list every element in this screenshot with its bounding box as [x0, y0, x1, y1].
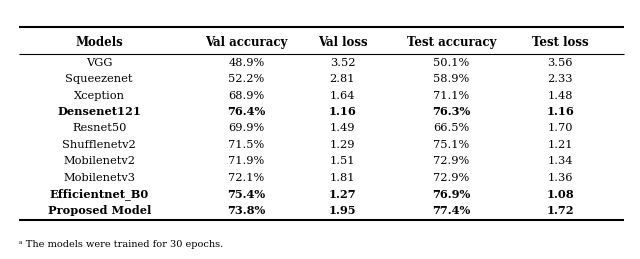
Text: 1.64: 1.64	[330, 90, 355, 100]
Text: 3.52: 3.52	[330, 57, 355, 68]
Text: 1.70: 1.70	[547, 123, 573, 133]
Text: 1.21: 1.21	[547, 140, 573, 150]
Text: Squeezenet: Squeezenet	[65, 74, 133, 84]
Text: 58.9%: 58.9%	[433, 74, 469, 84]
Text: 76.9%: 76.9%	[432, 189, 470, 200]
Text: Test accuracy: Test accuracy	[406, 36, 496, 49]
Text: Resnet50: Resnet50	[72, 123, 126, 133]
Text: 68.9%: 68.9%	[228, 90, 264, 100]
Text: 1.16: 1.16	[328, 106, 356, 117]
Text: 50.1%: 50.1%	[433, 57, 469, 68]
Text: Shufflenetv2: Shufflenetv2	[62, 140, 136, 150]
Text: Xception: Xception	[74, 90, 125, 100]
Text: Proposed Model: Proposed Model	[47, 205, 151, 216]
Text: 1.95: 1.95	[329, 205, 356, 216]
Text: Models: Models	[76, 36, 123, 49]
Text: VGG: VGG	[86, 57, 113, 68]
Text: Densenet121: Densenet121	[57, 106, 141, 117]
Text: 76.3%: 76.3%	[432, 106, 470, 117]
Text: 75.4%: 75.4%	[227, 189, 266, 200]
Text: 1.81: 1.81	[330, 173, 355, 183]
Text: 48.9%: 48.9%	[228, 57, 264, 68]
Text: 71.9%: 71.9%	[228, 156, 264, 166]
Text: 1.49: 1.49	[330, 123, 355, 133]
Text: 1.29: 1.29	[330, 140, 355, 150]
Text: 76.4%: 76.4%	[227, 106, 266, 117]
Text: Mobilenetv3: Mobilenetv3	[63, 173, 135, 183]
Text: 1.48: 1.48	[547, 90, 573, 100]
Text: 72.9%: 72.9%	[433, 173, 469, 183]
Text: 75.1%: 75.1%	[433, 140, 469, 150]
Text: 2.33: 2.33	[547, 74, 573, 84]
Text: 1.72: 1.72	[546, 205, 574, 216]
Text: ᵃ The models were trained for 30 epochs.: ᵃ The models were trained for 30 epochs.	[19, 240, 223, 249]
Text: 2.81: 2.81	[330, 74, 355, 84]
Text: 72.9%: 72.9%	[433, 156, 469, 166]
Text: 71.1%: 71.1%	[433, 90, 469, 100]
Text: Val loss: Val loss	[317, 36, 367, 49]
Text: 1.27: 1.27	[328, 189, 356, 200]
Text: 77.4%: 77.4%	[432, 205, 470, 216]
Text: 66.5%: 66.5%	[433, 123, 469, 133]
Text: Val accuracy: Val accuracy	[205, 36, 287, 49]
Text: 72.1%: 72.1%	[228, 173, 264, 183]
Text: 1.36: 1.36	[547, 173, 573, 183]
Text: 1.08: 1.08	[546, 189, 574, 200]
Text: 1.51: 1.51	[330, 156, 355, 166]
Text: Mobilenetv2: Mobilenetv2	[63, 156, 135, 166]
Text: 69.9%: 69.9%	[228, 123, 264, 133]
Text: 52.2%: 52.2%	[228, 74, 264, 84]
Text: Efficientnet_B0: Efficientnet_B0	[49, 188, 149, 200]
Text: 3.56: 3.56	[547, 57, 573, 68]
Text: Test loss: Test loss	[532, 36, 588, 49]
Text: 1.34: 1.34	[547, 156, 573, 166]
Text: 73.8%: 73.8%	[227, 205, 266, 216]
Text: 1.16: 1.16	[546, 106, 574, 117]
Text: 71.5%: 71.5%	[228, 140, 264, 150]
